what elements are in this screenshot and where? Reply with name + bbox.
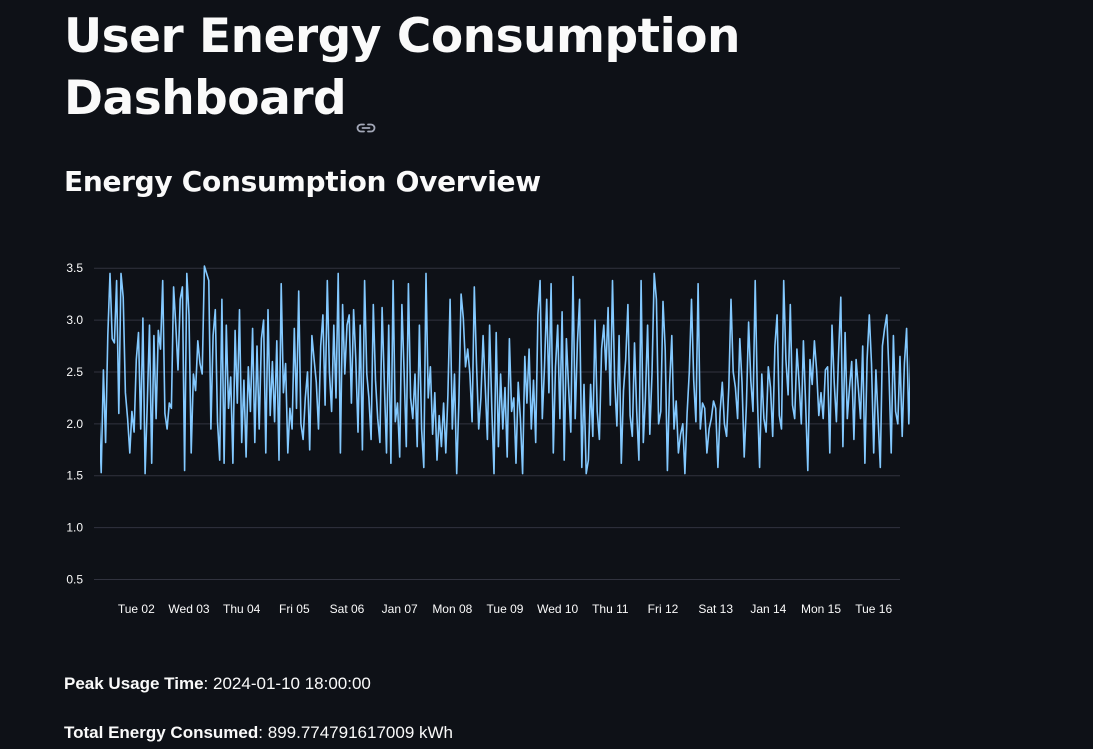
y-tick-label: 1.0 [66, 521, 83, 535]
x-tick-label: Fri 05 [279, 602, 310, 616]
x-tick-label: Thu 04 [223, 602, 261, 616]
page-title: User Energy Consumption Dashboard [64, 6, 744, 132]
peak-usage-metric: Peak Usage Time: 2024-01-10 18:00:00 [64, 672, 371, 696]
x-tick-label: Tue 16 [855, 602, 892, 616]
total-energy-separator: : [258, 723, 263, 742]
x-tick-label: Fri 12 [648, 602, 679, 616]
y-tick-label: 1.5 [66, 469, 83, 483]
total-energy-label: Total Energy Consumed [64, 723, 259, 742]
x-tick-label: Mon 15 [801, 602, 841, 616]
energy-line-chart[interactable]: 0.5 1.0 1.5 2.0 2.5 3.0 3.5 Tue 02 Wed 03 Thu 04 F… [60, 255, 910, 625]
section-subtitle: Energy Consumption Overview [64, 165, 541, 198]
page-title-text: User Energy Consumption Dashboard [64, 9, 740, 126]
chart-svg: 0.5 1.0 1.5 2.0 2.5 3.0 3.5 Tue 02 Wed 03 Thu 04 F… [66, 261, 910, 616]
x-tick-label: Sat 13 [698, 602, 733, 616]
y-tick-label: 3.5 [66, 261, 83, 275]
x-tick-label: Mon 08 [432, 602, 472, 616]
x-tick-label: Thu 11 [592, 602, 629, 616]
y-tick-label: 3.0 [66, 313, 83, 327]
peak-usage-separator: : [203, 674, 209, 693]
x-tick-label: Wed 10 [537, 602, 578, 616]
peak-usage-label: Peak Usage Time [64, 674, 204, 693]
total-energy-value: 899.774791617009 kWh [267, 723, 453, 742]
x-tick-label: Jan 14 [750, 602, 786, 616]
y-tick-label: 2.5 [66, 365, 83, 379]
x-tick-label: Tue 09 [487, 602, 524, 616]
link-icon[interactable] [356, 89, 376, 132]
series-line [100, 265, 910, 475]
y-tick-label: 0.5 [66, 572, 83, 586]
x-tick-label: Wed 03 [168, 602, 209, 616]
x-tick-label: Sat 06 [330, 602, 365, 616]
x-tick-label: Tue 02 [118, 602, 155, 616]
y-tick-label: 2.0 [66, 417, 83, 431]
peak-usage-value: 2024-01-10 18:00:00 [213, 674, 371, 693]
x-tick-label: Jan 07 [382, 602, 418, 616]
total-energy-metric: Total Energy Consumed: 899.774791617009 … [64, 721, 453, 745]
